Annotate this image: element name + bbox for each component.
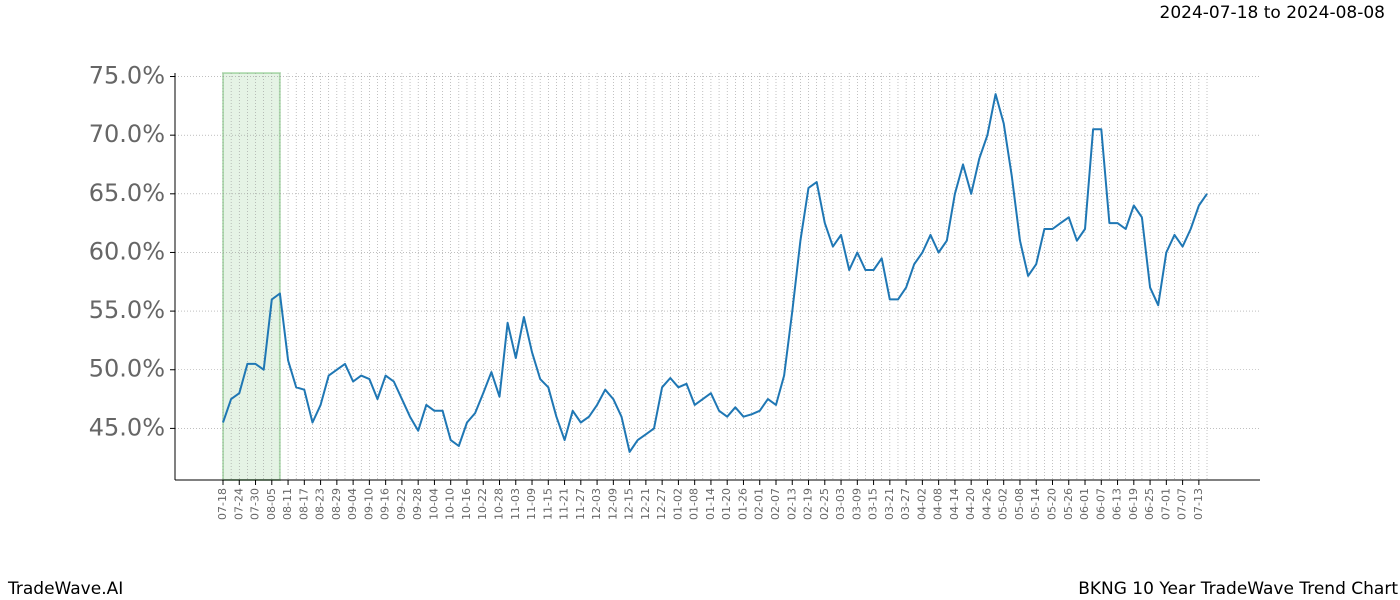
x-tick-label: 01-26	[736, 488, 749, 520]
brand: TradeWave.AI	[7, 579, 123, 599]
x-tick-label: 11-15	[541, 488, 554, 520]
chart-title: BKNG 10 Year TradeWave Trend Chart	[1078, 579, 1398, 599]
x-tick-label: 01-20	[720, 488, 733, 520]
x-tick-label: 06-01	[1078, 488, 1091, 520]
x-tick-label: 01-02	[671, 488, 684, 520]
x-tick-label: 10-16	[460, 488, 473, 520]
x-tick-label: 09-04	[346, 488, 359, 520]
x-tick-label: 10-04	[427, 488, 440, 520]
x-tick-label: 04-14	[948, 488, 961, 520]
x-tick-label: 08-17	[297, 488, 310, 520]
y-tick-label: 65.0%	[89, 179, 165, 207]
y-tick-label: 60.0%	[89, 237, 165, 265]
x-tick-label: 05-08	[1013, 488, 1026, 520]
x-tick-label: 11-03	[509, 488, 522, 520]
x-tick-label: 04-02	[915, 488, 928, 520]
x-tick-label: 05-20	[1045, 488, 1058, 520]
x-tick-label: 08-05	[265, 488, 278, 520]
x-tick-label: 12-15	[623, 488, 636, 520]
y-tick-label: 50.0%	[89, 355, 165, 383]
y-tick-label: 75.0%	[89, 62, 165, 90]
y-tick-label: 45.0%	[89, 413, 165, 441]
x-tick-label: 10-28	[492, 488, 505, 520]
x-tick-label: 02-13	[785, 488, 798, 520]
x-tick-label: 07-01	[1159, 488, 1172, 520]
x-tick-label: 02-19	[802, 488, 815, 520]
x-tick-label: 12-09	[606, 488, 619, 520]
x-tick-label: 03-21	[883, 488, 896, 520]
y-tick-label: 55.0%	[89, 296, 165, 324]
x-tick-label: 12-21	[639, 488, 652, 520]
x-tick-label: 09-22	[395, 488, 408, 520]
x-tick-label: 06-07	[1094, 488, 1107, 520]
x-tick-label: 03-09	[850, 488, 863, 520]
x-tick-label: 09-16	[379, 488, 392, 520]
x-tick-label: 04-08	[932, 488, 945, 520]
x-tick-label: 05-26	[1062, 488, 1075, 520]
x-tick-label: 01-14	[704, 488, 717, 520]
date-range: 2024-07-18 to 2024-08-08	[1160, 3, 1385, 23]
x-tick-label: 05-02	[997, 488, 1010, 520]
x-tick-label: 03-27	[899, 488, 912, 520]
x-tick-label: 10-22	[476, 488, 489, 520]
highlight-band	[222, 72, 281, 481]
x-tick-label: 03-03	[834, 488, 847, 520]
x-tick-label: 07-13	[1192, 488, 1205, 520]
x-tick-label: 02-25	[818, 488, 831, 520]
x-tick-label: 03-15	[867, 488, 880, 520]
y-tick-label: 70.0%	[89, 120, 165, 148]
x-tick-label: 08-29	[330, 488, 343, 520]
x-tick-label: 07-30	[249, 488, 262, 520]
x-tick-label: 12-03	[590, 488, 603, 520]
x-tick-label: 01-08	[688, 488, 701, 520]
x-tick-label: 09-28	[411, 488, 424, 520]
x-tick-label: 09-10	[362, 488, 375, 520]
x-tick-label: 04-20	[964, 488, 977, 520]
x-tick-label: 06-25	[1143, 488, 1156, 520]
x-tick-label: 07-24	[232, 488, 245, 520]
x-tick-label: 08-23	[314, 488, 327, 520]
x-tick-label: 06-13	[1111, 488, 1124, 520]
x-tick-label: 12-27	[655, 488, 668, 520]
x-tick-label: 07-07	[1176, 488, 1189, 520]
x-tick-label: 06-19	[1127, 488, 1140, 520]
x-tick-label: 02-01	[753, 488, 766, 520]
x-tick-label: 10-10	[444, 488, 457, 520]
x-tick-label: 11-27	[574, 488, 587, 520]
x-tick-label: 07-18	[216, 488, 229, 520]
trend-line	[222, 93, 1208, 453]
x-tick-label: 08-11	[281, 488, 294, 520]
x-tick-label: 04-26	[980, 488, 993, 520]
x-tick-label: 02-07	[769, 488, 782, 520]
x-tick-label: 11-09	[525, 488, 538, 520]
x-tick-label: 11-21	[558, 488, 571, 520]
x-tick-label: 05-14	[1029, 488, 1042, 520]
